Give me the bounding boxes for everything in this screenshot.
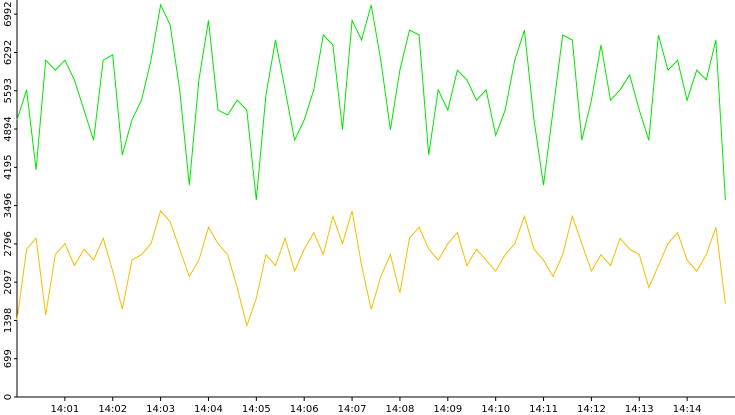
y-tick-label: 2796	[3, 231, 14, 256]
series-line	[16, 209, 726, 328]
x-tick-label: 14:11	[529, 404, 558, 415]
y-tick-label: 2097	[3, 269, 14, 294]
x-tick-label: 14:10	[481, 404, 510, 415]
x-tick-label: 14:05	[242, 404, 271, 415]
x-tick-label: 14:08	[386, 404, 415, 415]
y-tick-label: 6992	[3, 1, 14, 26]
y-tick-label: 4195	[3, 155, 14, 180]
x-tick-label: 14:01	[50, 404, 79, 415]
x-tick-label: 14:09	[433, 404, 462, 415]
x-tick-label: 14:03	[146, 404, 175, 415]
x-tick-label: 14:04	[194, 404, 223, 415]
y-tick-label: 1398	[3, 308, 14, 333]
series-line	[16, 3, 726, 200]
y-tick-label: 4894	[3, 116, 14, 141]
x-tick-label: 14:12	[577, 404, 606, 415]
x-tick-label: 14:06	[290, 404, 319, 415]
y-tick-label: 6292	[3, 40, 14, 65]
x-tick-label: 14:14	[673, 404, 702, 415]
y-tick-label: 3496	[3, 193, 14, 218]
x-tick-label: 14:02	[98, 404, 127, 415]
y-tick-label: 699	[3, 349, 14, 368]
y-tick-label: 5593	[3, 78, 14, 103]
x-tick-label: 14:13	[625, 404, 654, 415]
y-tick-label: 0	[3, 394, 14, 400]
x-tick-label: 14:07	[338, 404, 367, 415]
